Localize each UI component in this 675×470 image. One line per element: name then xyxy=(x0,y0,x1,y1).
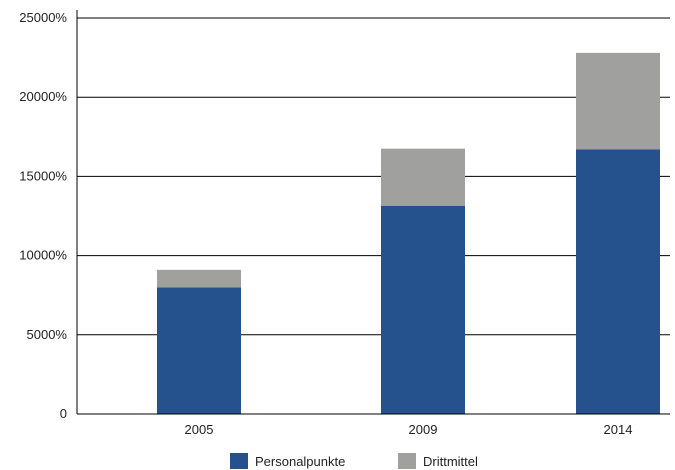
legend: Personalpunkte Drittmittel xyxy=(230,453,478,469)
x-axis-tick-labels: 2005 2009 2014 xyxy=(185,422,633,437)
gridlines xyxy=(77,17,670,336)
legend-swatch-drittmittel xyxy=(398,453,416,469)
bar-2005-personalpunkte xyxy=(157,287,241,414)
y-tick-label: 10000% xyxy=(19,248,67,263)
legend-swatch-personalpunkte xyxy=(230,453,248,469)
bar-2014-personalpunkte xyxy=(576,149,660,415)
bar-2005-drittmittel xyxy=(157,269,241,288)
bar-2014-drittmittel xyxy=(576,52,660,150)
x-tick-label: 2005 xyxy=(185,422,214,437)
y-tick-label: 20000% xyxy=(19,89,67,104)
x-tick-label: 2009 xyxy=(409,422,438,437)
bar-2009-drittmittel xyxy=(381,148,465,206)
y-tick-label: 5000% xyxy=(27,327,68,342)
y-axis-tick-labels: 0 5000% 10000% 15000% 20000% 25000% xyxy=(19,10,67,421)
bar-2009-personalpunkte xyxy=(381,205,465,414)
legend-label-drittmittel: Drittmittel xyxy=(423,454,478,469)
y-tick-label: 0 xyxy=(60,406,67,421)
bars xyxy=(157,52,660,415)
y-tick-label: 15000% xyxy=(19,168,67,183)
y-tick-label: 25000% xyxy=(19,10,67,25)
x-tick-label: 2014 xyxy=(604,422,633,437)
legend-label-personalpunkte: Personalpunkte xyxy=(255,454,345,469)
